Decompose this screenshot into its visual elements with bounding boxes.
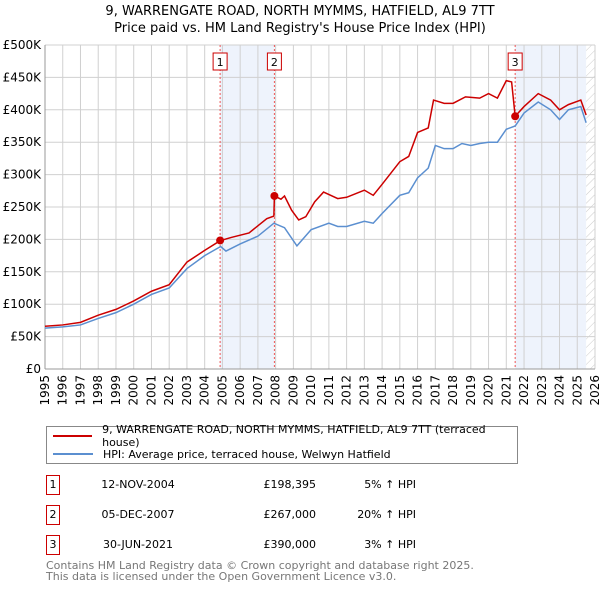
y-tick-label: £250K	[3, 200, 43, 214]
sale-marker-label: 2	[271, 56, 278, 69]
sale-marker-label: 1	[217, 56, 224, 69]
y-tick-label: £300K	[3, 168, 43, 182]
x-tick-label: 2002	[162, 375, 176, 406]
legend: 9, WARRENGATE ROAD, NORTH MYMMS, HATFIEL…	[46, 423, 518, 464]
date: 12-NOV-2004	[101, 478, 175, 491]
x-tick-label: 2026	[588, 375, 600, 406]
y-tick-label: £200K	[3, 232, 43, 246]
x-tick-label: 2003	[180, 375, 194, 406]
date: 05-DEC-2007	[101, 508, 175, 521]
x-tick-label: 2013	[357, 375, 371, 406]
footer-line: This data is licensed under the Open Gov…	[46, 570, 397, 583]
footer: Contains HM Land Registry data © Crown c…	[46, 560, 474, 582]
x-tick-label: 2017	[428, 375, 442, 406]
x-tick-label: 2018	[446, 375, 460, 406]
x-tick-label: 2022	[517, 375, 531, 406]
x-tick-label: 2000	[127, 375, 141, 406]
price: £198,395	[263, 478, 317, 491]
x-tick-label: 2012	[340, 375, 354, 406]
blue-line-swatch	[53, 453, 93, 455]
x-tick-label: 2025	[570, 375, 584, 406]
x-tick-label: 2019	[464, 375, 478, 406]
sale-marker-box	[212, 52, 228, 71]
y-tick-label: £350K	[3, 135, 43, 149]
price-chart: 1995 1996 1997 1998 1999 2000 2001 2002 2003 2004…	[3, 38, 600, 406]
x-tick-label: 2016	[411, 375, 425, 406]
chart-subtitle: Price paid vs. HM Land Registry's House …	[114, 21, 486, 36]
x-tick-label: 2020	[482, 375, 496, 406]
x-tick-label: 1997	[73, 375, 87, 406]
series-line	[44, 79, 587, 327]
marker-badge: 3	[46, 535, 60, 555]
sale-point	[270, 191, 279, 200]
x-tick-label: 2008	[269, 375, 283, 406]
sale-marker-box	[507, 52, 523, 71]
y-tick-label: £450K	[3, 70, 43, 84]
marker-badge: 2	[46, 505, 60, 525]
y-tick-label: £150K	[3, 265, 43, 279]
y-tick-label: £400K	[3, 103, 43, 117]
x-tick-label: 2021	[499, 375, 513, 406]
footer-line: Contains HM Land Registry data © Crown c…	[46, 559, 474, 572]
x-tick-label: 2001	[144, 375, 158, 406]
sale-point	[216, 236, 225, 245]
x-tick-label: 1999	[109, 375, 123, 406]
x-tick-label: 1996	[56, 375, 70, 406]
x-tick-label: 1995	[38, 375, 52, 406]
legend-label: HPI: Average price, terraced house, Welw…	[103, 447, 391, 461]
sale-point	[511, 112, 520, 121]
series-line	[44, 101, 587, 329]
sale-marker-label: 3	[512, 56, 519, 69]
x-tick-label: 2011	[322, 375, 336, 406]
x-tick-label: 2014	[375, 375, 389, 406]
date: 30-JUN-2021	[102, 538, 174, 551]
legend-item-property: 9, WARRENGATE ROAD, NORTH MYMMS, HATFIEL…	[53, 423, 517, 449]
red-line-swatch	[53, 435, 93, 437]
hpi-change: 20% ↑ HPI	[357, 508, 416, 521]
y-tick-label: £100K	[3, 297, 43, 311]
x-tick-label: 2007	[251, 375, 265, 406]
chart-title: 9, WARRENGATE ROAD, NORTH MYMMS, HATFIEL…	[105, 4, 495, 19]
price: £390,000	[263, 538, 317, 551]
x-tick-label: 2024	[553, 375, 567, 406]
sale-marker-box	[266, 52, 282, 71]
x-tick-label: 2023	[535, 375, 549, 406]
x-tick-label: 2006	[233, 375, 247, 406]
y-tick-label: £0	[26, 362, 41, 376]
price: £267,000	[263, 508, 317, 521]
marker-badge: 1	[46, 475, 60, 495]
x-tick-label: 1998	[91, 375, 105, 406]
hpi-change: 3% ↑ HPI	[364, 538, 416, 551]
x-tick-label: 2010	[304, 375, 318, 406]
x-tick-label: 2009	[286, 375, 300, 406]
x-tick-label: 2004	[198, 375, 212, 406]
y-tick-label: £50K	[10, 330, 42, 344]
y-tick-label: £500K	[3, 38, 43, 52]
hpi-change: 5% ↑ HPI	[364, 478, 416, 491]
legend-item-hpi: HPI: Average price, terraced house, Welw…	[53, 445, 391, 463]
legend-label: 9, WARRENGATE ROAD, NORTH MYMMS, HATFIEL…	[102, 423, 486, 449]
x-tick-label: 2015	[393, 375, 407, 406]
x-tick-label: 2005	[215, 375, 229, 406]
